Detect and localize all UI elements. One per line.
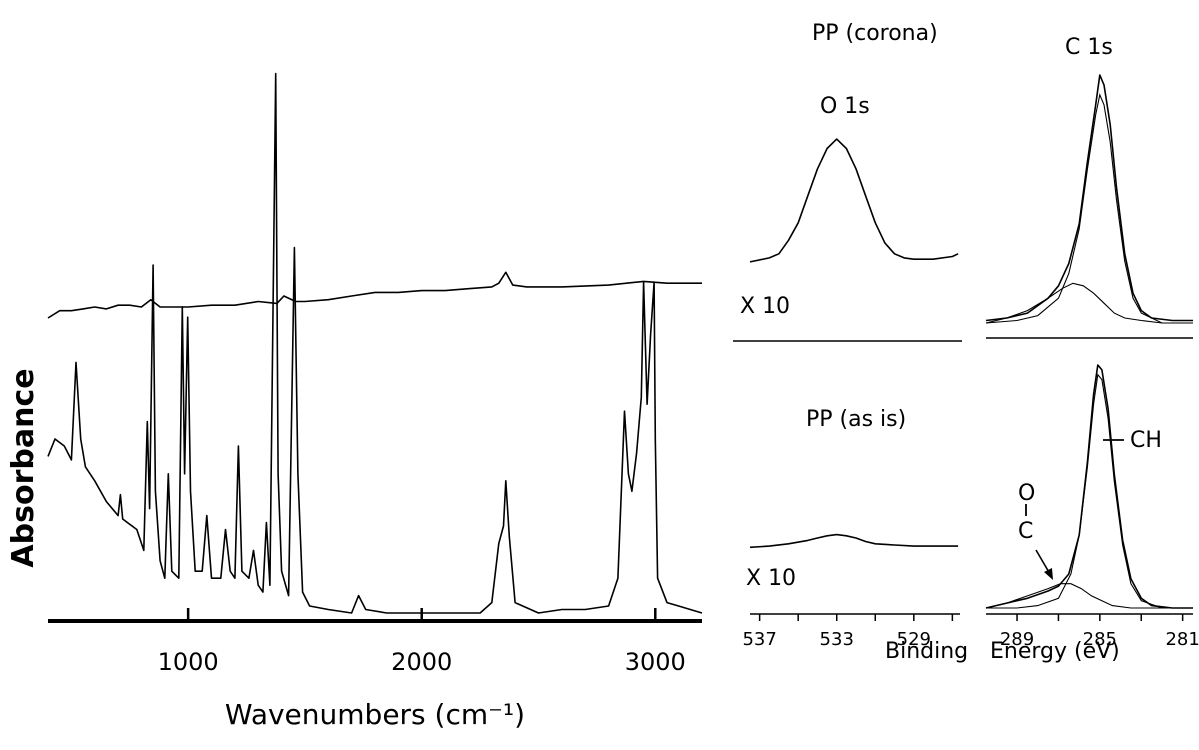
xps-c1s-tick-label: 281 [1165, 629, 1199, 650]
xps-oc-label-o: O [1018, 481, 1035, 506]
xps-ch-label: CH [1130, 428, 1162, 453]
ftir-tick-label: 1000 [158, 648, 219, 676]
c1s-corona-series-1 [985, 92, 1193, 324]
c1s-asis-series-1 [986, 373, 1193, 609]
xps-x-axis-label-energy: Energy (eV) [990, 639, 1120, 664]
ftir-ticks: 1000 2000 3000 [158, 608, 686, 676]
ftir-y-axis-label: Absorbance [6, 368, 41, 567]
ftir-tick-label: 2000 [391, 648, 452, 676]
ftir-traces [47, 72, 703, 614]
c1s-corona-series-0 [985, 74, 1193, 322]
ftir-x-axis-label: Wavenumbers (cm⁻¹) [225, 698, 525, 731]
o1s-corona-series-0 [749, 138, 959, 263]
xps-x-axis-label-binding: Binding [885, 639, 968, 664]
xps-c1s-tick-label: 285 [1083, 629, 1117, 650]
xps-c1s-tick-label: 289 [1000, 629, 1034, 650]
o1s-asis-series-0 [749, 533, 959, 549]
c1s-asis-series-0 [985, 364, 1193, 609]
xps-corona-title: PP (corona) [812, 21, 938, 46]
ftir-series-0 [47, 271, 702, 319]
ftir-tick-label: 3000 [625, 648, 686, 676]
xps-o1s-label: O 1s [820, 94, 870, 119]
xps-c1s-title: C 1s [1065, 35, 1113, 60]
xps-scale-label-asis: X 10 [746, 566, 796, 591]
xps-o1s-tick-label: 529 [897, 629, 931, 650]
xps-panels: 537 533 529 289 285 281 PP (corona) C 1s O 1s… [733, 21, 1199, 664]
c1s-asis-series-2 [985, 583, 1193, 609]
xps-scale-label-corona: X 10 [740, 294, 790, 319]
xps-ticks: 537 533 529 289 285 281 [742, 614, 1199, 650]
ftir-series-1 [47, 72, 703, 614]
xps-o1s-tick-label: 533 [820, 629, 854, 650]
c1s-corona-series-2 [985, 282, 1193, 324]
xps-oc-arrow [1035, 549, 1053, 580]
xps-o1s-tick-label: 537 [742, 629, 776, 650]
xps-asis-title: PP (as is) [806, 407, 906, 432]
xps-traces [749, 74, 1193, 609]
xps-oc-label-c: C [1018, 519, 1033, 544]
ftir-panel: 1000 2000 3000 Absorbance Wavenumbers (cm⁻… [6, 72, 703, 731]
